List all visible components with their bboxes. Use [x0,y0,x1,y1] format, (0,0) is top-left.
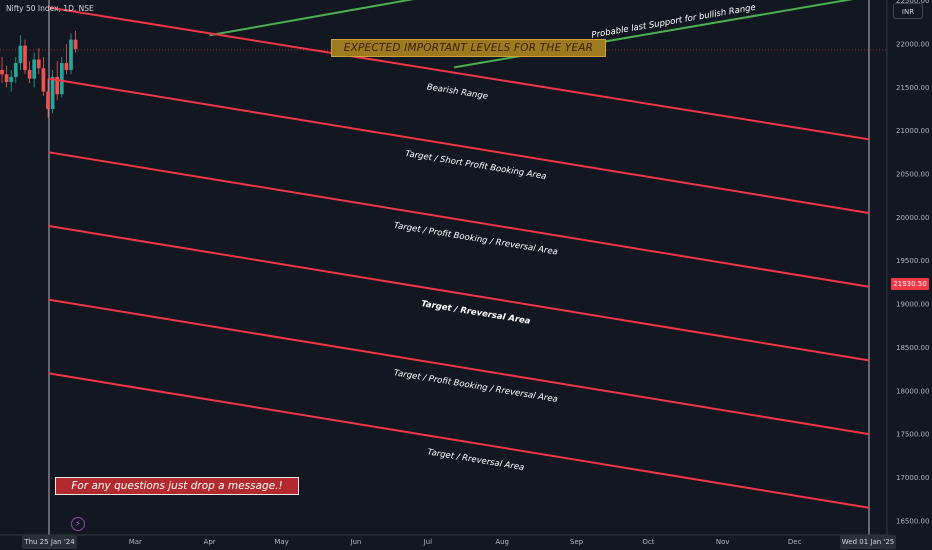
currency-selector[interactable]: INR [893,3,923,19]
level-label: Bearish Range [426,82,489,102]
y-tick-label: 19000.00 [896,301,929,309]
x-tick-label: Jul [423,538,433,546]
level-line-green [209,0,415,37]
candle-body [9,76,14,83]
candle-body [64,63,69,70]
start-date-tag: Thu 25 Jan '24 [22,535,77,549]
candle-body [32,59,37,79]
chart-title-banner: EXPECTED IMPORTANT LEVELS FOR THE YEAR [331,39,606,57]
candle-body [69,39,73,70]
chart-grid [0,0,887,535]
x-tick-label: May [274,538,288,546]
level-label: Target / Profit Booking / Rreversal Area [393,221,558,258]
level-line-red [48,151,870,288]
level-line-red [48,6,870,141]
level-line-red [48,225,870,362]
y-tick-label: 18000.00 [896,387,929,395]
x-tick-label: Jun [349,538,361,546]
level-line-red [48,372,870,509]
x-tick-label: Nov [716,538,730,546]
level-label: Target / Profit Booking / Rreversal Area [393,368,558,405]
level-label: Bullish Range [510,0,569,2]
y-tick-label: 20000.00 [896,214,929,222]
y-tick-label: 19500.00 [896,257,929,265]
candle-body [36,59,41,69]
y-tick-label: 18500.00 [896,344,929,352]
x-tick-label: Mar [129,538,142,546]
level-label: Probable last Support for bullish Range [591,3,757,41]
y-tick-label: 22500.00 [896,0,929,5]
level-label: Target / Short Profit Booking Area [404,149,547,182]
candle-body [41,68,46,92]
level-label: Target / Rreversal Area [427,447,525,473]
candle-body [0,69,4,75]
candle-body [50,76,55,109]
y-tick-label: 21500.00 [896,84,929,92]
candle-body [46,91,50,109]
y-tick-label: 17500.00 [896,431,929,439]
end-date-tag: Wed 01 Jan '25 [840,535,896,549]
y-tick-label: 22000.00 [896,40,929,48]
level-lines [48,0,870,509]
level-line-red [48,77,870,215]
candlesticks [0,30,78,118]
y-tick-label: 17000.00 [896,474,929,482]
x-tick-label: Apr [204,538,216,546]
candle-body [27,69,32,79]
candle-body [4,74,9,83]
candle-body [55,76,60,95]
lightning-icon[interactable]: ⚡ [71,517,85,531]
level-line-green [454,0,854,69]
x-tick-label: Aug [495,538,509,546]
candle-body [13,63,18,77]
symbol-title: Nifty 50 Index, 1D, NSE [6,4,94,13]
candle-body [73,39,78,50]
x-tick-label: Oct [642,538,654,546]
current-price-tag: 21930.50 [891,278,929,290]
candle-body [59,63,64,95]
y-tick-label: 21000.00 [896,127,929,135]
candle-body [18,45,23,64]
level-line-red [48,298,870,436]
candle-body [23,45,27,70]
message-note: For any questions just drop a message.! [55,477,299,495]
y-tick-label: 20500.00 [896,171,929,179]
x-tick-label: Dec [788,538,802,546]
y-tick-label: 16500.00 [896,517,929,525]
x-tick-label: Sep [570,538,584,546]
